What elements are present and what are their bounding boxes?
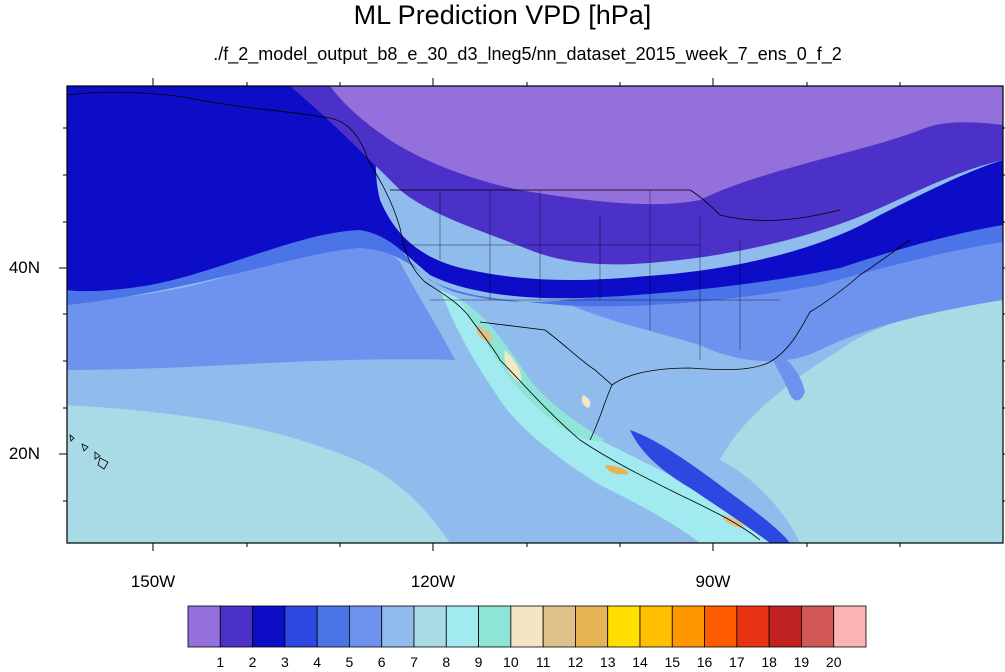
vpd-region-florida <box>770 350 805 401</box>
vpd-region-midlat-pacific <box>67 237 455 370</box>
lat-minor-ticks <box>63 127 1005 502</box>
lon-tick-label: 90W <box>695 572 731 591</box>
vpd-region-band1-west <box>440 86 724 192</box>
colorbar-label: 11 <box>535 654 551 670</box>
colorbar-swatch <box>187 605 221 648</box>
mexico-border <box>479 321 613 386</box>
axis-ticks <box>59 78 1005 551</box>
vpd-region-mexico-interior <box>460 300 605 441</box>
lon-minor-ticks <box>246 82 901 547</box>
colorbar-swatch <box>704 605 738 648</box>
colorbar-swatch <box>671 605 705 648</box>
vpd-region-band3 <box>67 86 1003 299</box>
lat-tick-label: 20N <box>8 444 40 463</box>
colorbar-swatch <box>639 605 673 648</box>
state-borders <box>400 190 780 360</box>
colorbar-label: 5 <box>345 654 354 670</box>
colorbar-label: 1 <box>216 654 225 670</box>
vpd-region-midlat-east <box>560 240 1003 362</box>
colorbar <box>187 605 867 648</box>
vpd-region-gulf-coast <box>630 430 790 543</box>
colorbar-label: 18 <box>761 654 777 670</box>
colorbar-swatch <box>381 605 415 648</box>
colorbar-label: 15 <box>664 654 681 670</box>
colorbar-swatch <box>510 605 544 648</box>
colorbar-swatch <box>801 605 835 648</box>
map-subtitle: ./f_2_model_output_b8_e_30_d3_lneg5/nn_d… <box>213 44 842 64</box>
colorbar-swatch <box>542 605 576 648</box>
map-plot-area <box>67 86 1003 543</box>
colorbar-swatch <box>768 605 802 648</box>
hawaii-islands <box>69 434 109 470</box>
colorbar-label: 20 <box>825 654 842 670</box>
colorbar-label: 10 <box>503 654 519 670</box>
colorbar-label: 8 <box>442 654 451 670</box>
colorbar-swatch <box>445 605 479 648</box>
lat-major-ticks <box>59 267 1005 455</box>
lat-tick-label: 40N <box>8 258 40 277</box>
vpd-spot-central-america <box>722 515 745 528</box>
colorbar-label: 4 <box>313 654 322 670</box>
colorbar-label: 9 <box>474 654 483 670</box>
coastlines <box>67 91 911 541</box>
vpd-region-tropics <box>67 405 450 543</box>
colorbar-swatch <box>736 605 770 648</box>
colorbar-swatch <box>833 605 867 648</box>
colorbar-swatch <box>219 605 253 648</box>
colorbar-swatch <box>478 605 512 648</box>
colorbar-swatch <box>252 605 286 648</box>
colorbar-swatch <box>607 605 641 648</box>
state-lines <box>400 190 780 360</box>
colorbar-label: 3 <box>280 654 289 670</box>
colorbar-label: 19 <box>793 654 810 670</box>
colorbar-swatch <box>575 605 609 648</box>
vpd-region-atlantic <box>720 300 1003 543</box>
colorbar-swatch <box>413 605 447 648</box>
north-america-coast <box>67 91 761 541</box>
colorbar-label: 2 <box>248 654 257 670</box>
vpd-spot-chihuahua <box>581 395 591 408</box>
vpd-spot-baja <box>504 350 522 382</box>
colorbar-swatch <box>316 605 350 648</box>
colorbar-label: 7 <box>410 654 418 670</box>
colorbar-label: 17 <box>729 654 745 670</box>
lon-major-ticks <box>152 78 714 551</box>
colorbar-label: 6 <box>377 654 386 670</box>
map-title: ML Prediction VPD [hPa] <box>353 0 652 30</box>
colorbar-swatch <box>349 605 383 648</box>
vpd-spot-sonora <box>476 326 493 342</box>
vpd-spot-mexico-south <box>605 465 629 475</box>
lon-tick-label: 120W <box>410 572 456 591</box>
gulf-coast <box>589 239 911 441</box>
canada-border <box>390 189 841 221</box>
lon-tick-label: 150W <box>130 572 176 591</box>
colorbar-label: 16 <box>696 654 713 670</box>
colorbar-label: 14 <box>632 654 648 670</box>
colorbar-label: 13 <box>599 654 616 670</box>
colorbar-label: 12 <box>567 654 584 670</box>
colorbar-swatch <box>284 605 318 648</box>
